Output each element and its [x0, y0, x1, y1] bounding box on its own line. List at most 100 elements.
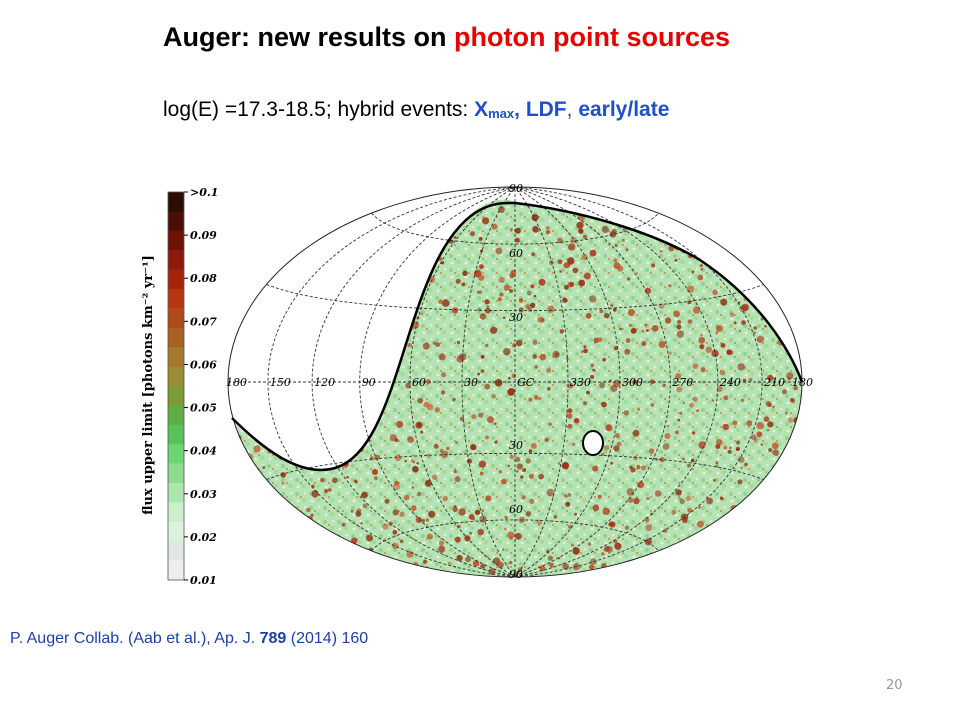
hotspot — [446, 214, 454, 222]
parallel-line — [371, 519, 659, 552]
hotspot — [664, 433, 671, 439]
hotspot — [262, 466, 266, 469]
hotspot — [583, 401, 588, 406]
hotspot — [711, 349, 719, 358]
hotspot — [471, 414, 477, 420]
hotspot — [386, 269, 393, 277]
hotspot — [716, 325, 723, 332]
hotspot — [570, 543, 575, 547]
hotspot — [379, 260, 384, 266]
hotspot — [331, 477, 338, 484]
hotspot — [636, 407, 641, 411]
colorbar-swatch — [168, 521, 184, 542]
hotspot — [520, 475, 524, 479]
hotspot — [638, 208, 642, 212]
hotspot — [567, 493, 572, 497]
hotspot — [778, 557, 785, 565]
hotspot — [778, 511, 783, 516]
hotspot — [484, 383, 491, 390]
hotspot — [396, 311, 404, 319]
hotspot — [276, 337, 280, 340]
hotspot — [771, 475, 776, 480]
hotspot — [636, 464, 641, 470]
hotspot — [764, 324, 767, 328]
hotspot — [412, 294, 420, 301]
subtitle-early-late: early/late — [578, 98, 670, 121]
hotspot — [378, 204, 383, 209]
hotspot — [641, 465, 646, 471]
hotspot — [737, 479, 743, 485]
hotspot — [477, 372, 481, 376]
colorbar-swatch — [168, 308, 184, 329]
hotspot — [692, 396, 698, 402]
hotspot — [427, 226, 432, 232]
hotspot — [452, 307, 459, 314]
hotspot — [306, 507, 311, 513]
hotspot — [777, 326, 780, 329]
hotspot — [625, 248, 629, 252]
hotspot — [776, 501, 784, 509]
lat-label-30-n: 30 — [509, 311, 523, 324]
hotspot — [734, 576, 742, 577]
hotspot — [422, 342, 430, 350]
lon-label: 60 — [412, 376, 426, 389]
hotspot — [332, 342, 337, 347]
hotspot — [354, 479, 358, 484]
hotspot — [736, 247, 743, 254]
hotspot — [619, 327, 622, 331]
hotspot — [757, 266, 762, 271]
hotspot — [627, 309, 635, 316]
hotspot — [399, 511, 405, 518]
title-highlight: photon point sources — [454, 22, 731, 52]
hotspot — [486, 305, 490, 309]
hotspot — [768, 447, 773, 453]
hotspot — [782, 500, 787, 504]
hotspot — [685, 495, 692, 502]
hotspot — [681, 517, 688, 524]
hotspot — [340, 311, 347, 318]
hotspot — [326, 346, 330, 350]
hotspot — [748, 377, 753, 382]
hotspot — [347, 344, 353, 349]
hotspot — [261, 529, 267, 535]
hotspot — [261, 223, 264, 227]
hotspot — [337, 559, 343, 565]
hotspot — [438, 213, 444, 218]
hotspot — [709, 253, 716, 260]
hotspot — [528, 397, 533, 402]
hotspot — [786, 372, 794, 380]
lon-label: 270 — [671, 376, 693, 389]
hotspot — [698, 441, 706, 449]
hotspot — [250, 573, 254, 577]
hotspot — [411, 486, 415, 489]
lon-label: 240 — [719, 376, 741, 389]
hotspot — [772, 238, 777, 243]
hotspot — [753, 326, 757, 330]
hotspot — [792, 227, 799, 233]
hotspot — [333, 557, 340, 565]
subtitle-xmax: Xmax — [474, 98, 515, 121]
colorbar-tick-label: 0.08 — [190, 272, 217, 285]
hotspot — [783, 254, 792, 262]
hotspot — [753, 331, 757, 335]
hotspot — [793, 385, 798, 391]
hotspot — [658, 341, 666, 348]
hotspot — [265, 501, 273, 510]
hotspot — [358, 239, 366, 246]
hotspot — [630, 327, 637, 334]
hotspot — [256, 426, 262, 432]
hotspot — [289, 568, 294, 572]
hotspot — [759, 227, 766, 233]
hotspot — [679, 411, 683, 415]
hotspot — [470, 444, 477, 451]
hotspot — [599, 309, 604, 314]
hotspot — [229, 444, 234, 449]
hotspot — [371, 365, 378, 371]
hotspot — [700, 333, 703, 337]
hotspot — [574, 512, 578, 516]
hotspot — [677, 418, 681, 422]
hotspot — [532, 226, 539, 233]
hotspot — [650, 403, 654, 407]
hotspot — [486, 555, 489, 558]
hotspot — [509, 289, 513, 293]
